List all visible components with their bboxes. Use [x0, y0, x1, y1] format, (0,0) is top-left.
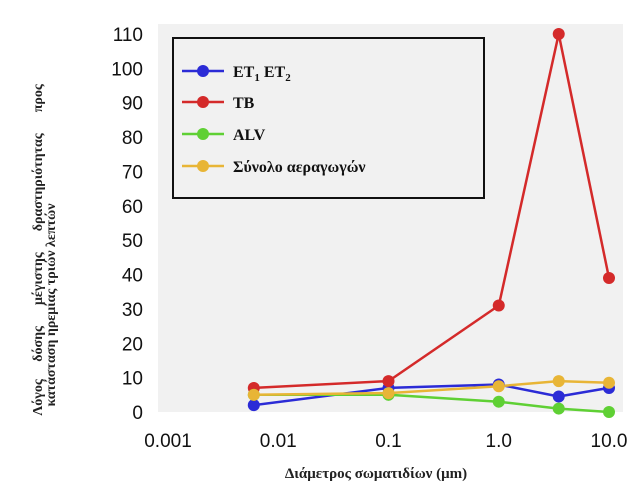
- legend-et-mid: ET: [260, 64, 286, 81]
- legend-item-tb: TB: [182, 95, 255, 112]
- data-point-σύνολο-αεραγωγών: [247, 388, 260, 401]
- legend-label-total: Σύνολο αεραγωγών: [233, 159, 366, 176]
- data-point-alv: [603, 406, 615, 418]
- series-points: [247, 28, 615, 418]
- y-tick-label: 100: [111, 59, 143, 80]
- data-point-σύνολο-αεραγωγών: [603, 376, 615, 389]
- y-tick-label: 80: [122, 128, 143, 149]
- legend-et-main: ET: [233, 64, 255, 81]
- y-tick-label: 30: [122, 300, 143, 321]
- y-axis-title: Λόγος δόσης μέγιστης δραστηριότητας προς…: [31, 83, 59, 416]
- data-point-alv: [552, 402, 565, 415]
- legend-item-et: ET1 ET2: [182, 64, 291, 84]
- y-tick-label: 50: [122, 231, 143, 252]
- data-point-tb: [492, 299, 505, 312]
- y-tick-label: 90: [122, 94, 143, 115]
- y-axis-title-line-1: Λόγος δόσης μέγιστης δραστηριότητας προς: [31, 83, 46, 416]
- legend-item-total: Σύνολο αεραγωγών: [182, 159, 366, 176]
- x-axis-title: Διάμετρος σωματιδίων (μm): [285, 466, 467, 482]
- y-axis-ticks: 0 10 20 30 40 50 60 70 80 90 100 110: [111, 25, 143, 424]
- data-point-σύνολο-αεραγωγών: [382, 387, 395, 400]
- legend-et-sub1: 1: [254, 72, 260, 84]
- x-tick-label: 0.1: [375, 431, 401, 452]
- x-tick-label: 10.0: [591, 431, 628, 452]
- data-point-tb: [603, 271, 615, 284]
- y-tick-label: 40: [122, 266, 143, 287]
- y-axis-title-line-2: κατάσταση ηρεμίας τριών λεπτών: [44, 203, 59, 407]
- legend-swatch-dot-et: [197, 65, 209, 77]
- legend-et-sub2: 2: [285, 72, 291, 84]
- y-tick-label: 60: [122, 197, 143, 218]
- legend-swatch-dot-alv: [197, 128, 209, 140]
- x-axis-ticks: 0.001 0.01 0.1 1.0 10.0: [144, 431, 627, 452]
- legend-box: [172, 37, 485, 199]
- legend-swatch-dot-total: [197, 160, 209, 172]
- data-point-tb: [552, 28, 565, 40]
- data-point-et1-et2: [247, 399, 260, 412]
- data-point-σύνολο-αεραγωγών: [492, 380, 505, 393]
- data-point-tb: [382, 375, 395, 388]
- data-point-σύνολο-αεραγωγών: [552, 375, 565, 388]
- y-tick-label: 0: [132, 403, 143, 424]
- x-tick-label: 0.001: [144, 431, 192, 452]
- data-point-alv: [492, 395, 505, 408]
- y-tick-label: 70: [122, 162, 143, 183]
- legend-label-alv: ALV: [233, 127, 266, 144]
- y-tick-label: 10: [122, 369, 143, 390]
- y-tick-label: 20: [122, 334, 143, 355]
- x-tick-label: 0.01: [260, 431, 297, 452]
- data-point-et1-et2: [552, 390, 565, 403]
- legend-label-et: ET1 ET2: [233, 64, 291, 84]
- legend-swatch-dot-tb: [197, 96, 209, 108]
- legend-label-tb: TB: [233, 95, 255, 112]
- x-tick-label: 1.0: [486, 431, 512, 452]
- legend: ET1 ET2 TB ALV Σύνολο αεραγωγών: [172, 37, 485, 199]
- legend-item-alv: ALV: [182, 127, 266, 144]
- y-tick-label: 110: [113, 25, 143, 46]
